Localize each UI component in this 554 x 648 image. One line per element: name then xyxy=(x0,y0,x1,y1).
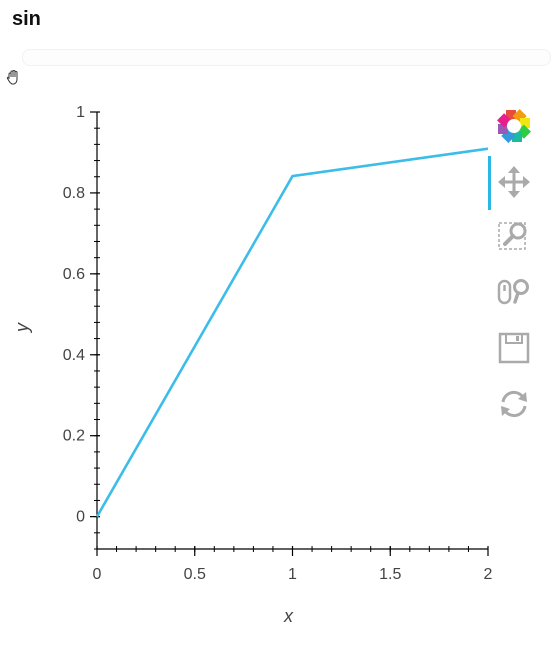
x-axis-label: x xyxy=(283,606,294,626)
x-tick-label: 1.5 xyxy=(379,566,401,583)
save-tool-icon[interactable] xyxy=(496,330,532,366)
pan-tool-icon[interactable] xyxy=(496,164,532,200)
x-tick-label: 0.5 xyxy=(184,566,206,583)
y-tick-label: 0.6 xyxy=(63,266,85,283)
chart-title: sin xyxy=(12,8,41,30)
y-tick-label: 0 xyxy=(76,509,85,526)
y-tick-label: 0.8 xyxy=(63,185,85,202)
x-tick-label: 1 xyxy=(288,566,297,583)
x-tick-label: 2 xyxy=(484,566,493,583)
y-axis-label: y xyxy=(12,322,32,334)
y-tick-label: 1 xyxy=(76,104,85,121)
y-tick-label: 0.2 xyxy=(63,428,85,445)
hand-cursor-icon xyxy=(4,68,24,93)
reset-tool-icon[interactable] xyxy=(496,386,532,422)
toolbar xyxy=(488,108,540,428)
x-tick-label: 0 xyxy=(93,566,102,583)
series-line[interactable] xyxy=(95,147,489,518)
slider-track[interactable] xyxy=(22,49,551,66)
y-tick-label: 0.4 xyxy=(63,347,85,364)
wheel-zoom-tool-icon[interactable] xyxy=(496,274,532,310)
active-tool-indicator xyxy=(488,156,491,210)
bokeh-logo-icon[interactable] xyxy=(496,108,532,144)
box-zoom-tool-icon[interactable] xyxy=(496,218,532,254)
